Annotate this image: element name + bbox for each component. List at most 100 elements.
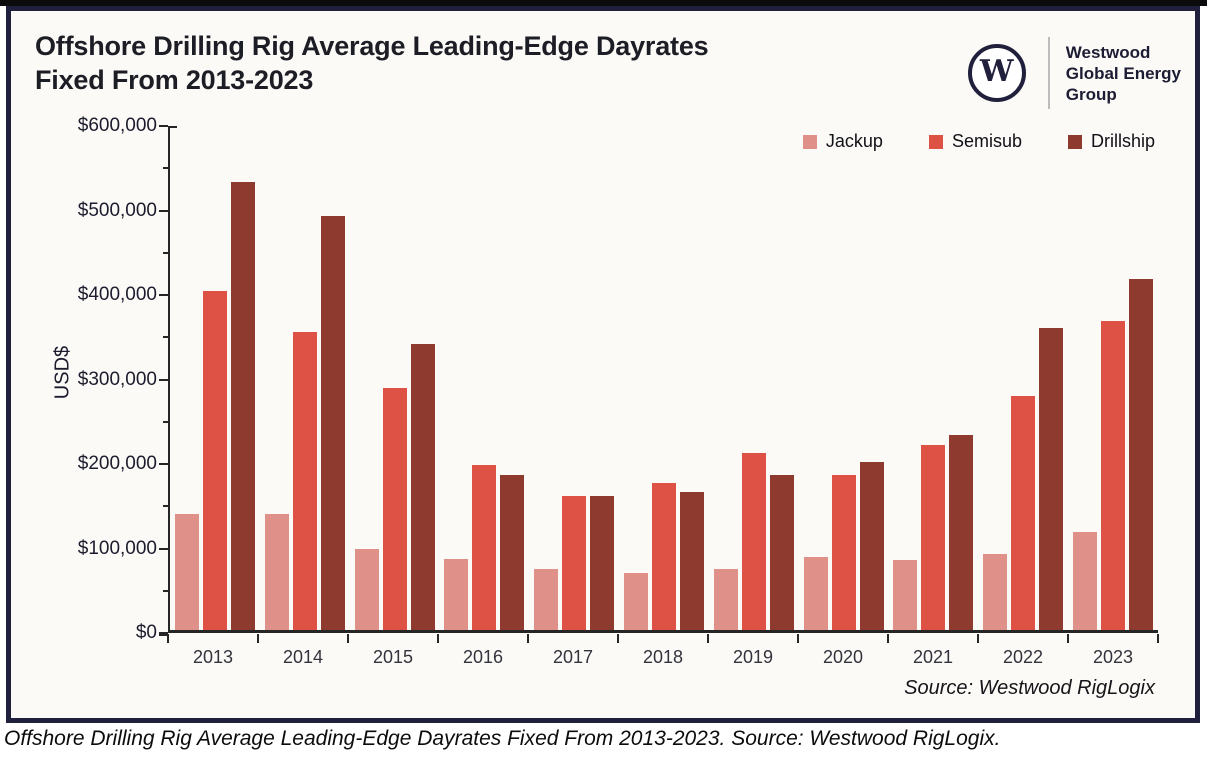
chart-card: Offshore Drilling Rig Average Leading-Ed…: [6, 6, 1200, 723]
x-tick: [437, 634, 439, 643]
bar-jackup-2013: [174, 514, 199, 630]
logo-company-name: Westwood Global Energy Group: [1066, 42, 1181, 105]
source-note: Source: Westwood RigLogix: [904, 677, 1155, 699]
chart-layer: USD$ $0 $100,000 $200,000 $300,000 $400,000 $…: [11, 11, 1195, 718]
y-tick-major: [159, 125, 168, 127]
bar-drillship-2018: [679, 492, 704, 630]
x-tick-label: 2018: [642, 647, 684, 667]
x-tick: [887, 634, 889, 643]
figure-caption: Offshore Drilling Rig Average Leading-Ed…: [4, 727, 1001, 750]
y-tick-major: [159, 547, 168, 550]
y-axis-top-tick: [169, 126, 177, 128]
x-tick-label: 2023: [1092, 647, 1134, 667]
bar-semisub-2015: [382, 388, 407, 630]
bar-jackup-2023: [1073, 531, 1098, 630]
legend-item-drillship: Drillship: [1067, 131, 1155, 152]
chart-title-line2: Fixed From 2013-2023: [35, 65, 314, 95]
y-tick-label: $300,000: [77, 368, 157, 390]
westwood-logo: W Westwood Global Energy Group: [967, 37, 1181, 109]
x-tick: [617, 634, 619, 643]
legend-label: Drillship: [1090, 131, 1155, 151]
x-tick-label: 2014: [282, 647, 324, 667]
x-tick: [167, 634, 169, 643]
x-tick: [347, 634, 349, 643]
bar-jackup-2022: [983, 553, 1008, 630]
monogram-letter: W: [979, 54, 1014, 89]
logo-divider: [1047, 37, 1050, 109]
bar-group-2016: [439, 126, 529, 630]
legend-swatch-icon: [1067, 134, 1082, 149]
y-tick-major: [159, 209, 168, 212]
bar-jackup-2017: [534, 568, 559, 630]
x-tick: [707, 634, 709, 643]
y-tick-minor: [163, 420, 168, 423]
x-tick-label: 2021: [912, 647, 954, 667]
logo-line-3: Group: [1065, 84, 1117, 104]
x-tick-label: 2017: [552, 647, 594, 667]
x-tick: [1067, 634, 1069, 643]
x-tick: [797, 634, 799, 643]
bar-jackup-2019: [713, 568, 738, 630]
bar-drillship-2014: [320, 215, 345, 630]
x-axis-origin-tick: [159, 633, 168, 636]
bar-semisub-2017: [562, 496, 587, 630]
bar-drillship-2020: [859, 462, 884, 630]
top-border-strip: [0, 0, 1207, 6]
bar-drillship-2023: [1129, 278, 1154, 630]
bar-jackup-2020: [803, 556, 828, 630]
bar-group-2015: [350, 126, 440, 630]
bar-semisub-2022: [1011, 396, 1036, 630]
legend-item-jackup: Jackup: [802, 131, 883, 152]
x-tick: [527, 634, 529, 643]
bar-group-2013: [170, 126, 260, 630]
bar-group-2014: [260, 126, 350, 630]
chart-title: Offshore Drilling Rig Average Leading-Ed…: [35, 29, 709, 97]
y-tick-minor: [163, 251, 168, 254]
bar-semisub-2014: [292, 331, 317, 630]
bar-drillship-2015: [410, 343, 435, 630]
bar-drillship-2022: [1039, 328, 1064, 630]
x-tick-label: 2019: [732, 647, 774, 667]
legend-label: Semisub: [951, 131, 1022, 151]
x-tick-label: 2015: [372, 647, 414, 667]
bar-semisub-2019: [741, 452, 766, 630]
bar-semisub-2013: [202, 291, 227, 630]
bar-group-2019: [709, 126, 799, 630]
y-tick-major: [159, 294, 168, 296]
x-tick: [977, 634, 979, 643]
x-tick-label: 2022: [1002, 647, 1044, 667]
legend: Jackup Semisub Drillship: [802, 131, 1155, 152]
bar-drillship-2013: [230, 182, 255, 630]
y-tick-label: $500,000: [77, 199, 157, 221]
bar-group-2017: [529, 126, 619, 630]
bar-group-2023: [1068, 126, 1158, 630]
bar-group-2021: [889, 126, 979, 630]
y-tick-major: [159, 463, 168, 465]
bar-jackup-2015: [354, 549, 379, 630]
legend-item-semisub: Semisub: [928, 131, 1022, 152]
bar-drillship-2019: [769, 475, 794, 630]
bar-semisub-2020: [831, 474, 856, 630]
x-tick-label: 2013: [192, 647, 234, 667]
y-tick-minor: [163, 336, 168, 339]
bar-drillship-2021: [949, 435, 974, 630]
y-tick-minor: [163, 167, 168, 170]
legend-swatch-icon: [802, 134, 817, 149]
x-tick: [257, 634, 259, 643]
bar-drillship-2017: [590, 495, 615, 630]
y-tick-major: [159, 378, 168, 381]
westwood-monogram-icon: W: [967, 44, 1026, 102]
logo-line-1: Westwood: [1065, 42, 1151, 62]
bar-jackup-2016: [444, 559, 469, 630]
bar-jackup-2014: [264, 514, 289, 630]
x-tick-label: 2016: [462, 647, 504, 667]
legend-label: Jackup: [825, 131, 883, 151]
y-tick-label: $0: [135, 622, 157, 643]
x-tick: [1157, 634, 1159, 643]
bar-jackup-2018: [623, 572, 648, 630]
legend-swatch-icon: [928, 134, 943, 149]
y-tick-label: $100,000: [77, 537, 157, 559]
plot-area: [168, 126, 1158, 633]
logo-line-2: Global Energy: [1065, 63, 1181, 83]
y-tick-minor: [163, 505, 168, 508]
